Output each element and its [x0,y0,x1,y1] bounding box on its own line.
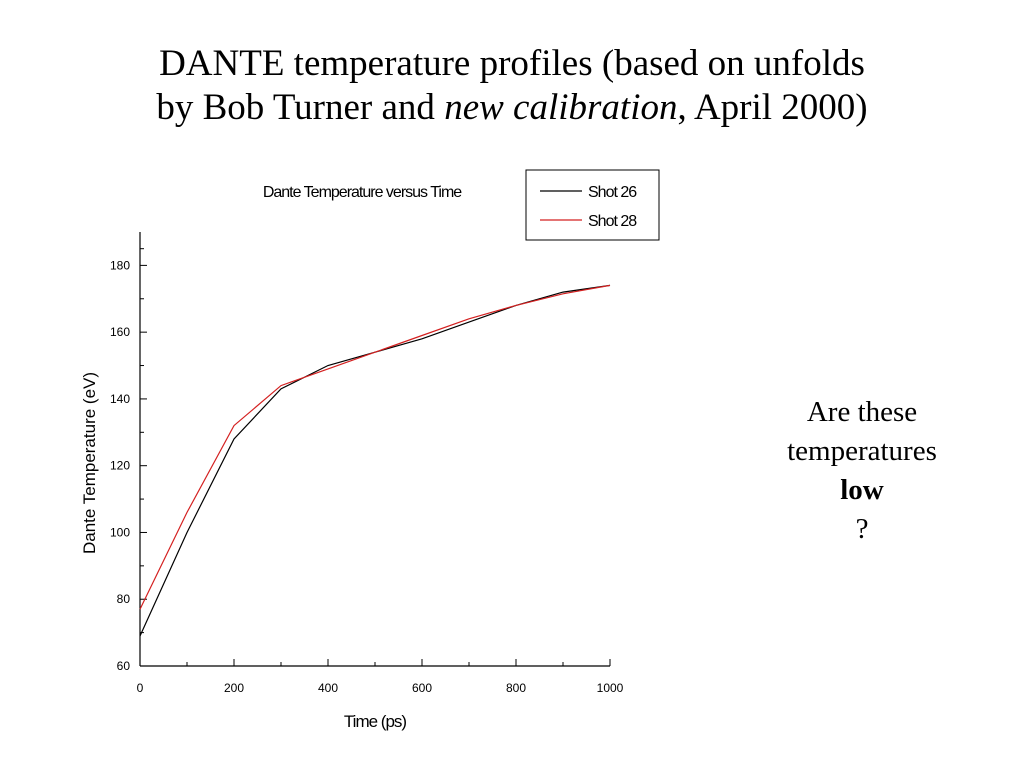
x-tick-label: 200 [224,681,244,695]
side-note-line-3: low? [752,471,972,549]
slide-title-line-2-start: by Bob Turner and [156,87,445,128]
series-line-shot-26 [139,284,611,637]
side-note-line-2: temperatures [787,435,937,467]
y-tick-label: 160 [110,325,130,339]
x-tick-label: 600 [412,681,432,695]
slide-title-line-1: DANTE temperature profiles (based on unf… [159,43,865,84]
x-tick-label: 800 [506,681,526,695]
slide-title-line-2: by Bob Turner and new calibration, April… [0,86,1024,130]
y-tick-label: 180 [110,258,130,272]
plot-lines [139,284,611,637]
legend: Shot 26 Shot 28 [525,169,660,241]
slide-title: DANTE temperature profiles (based on unf… [0,42,1024,130]
y-tick-label: 140 [110,392,130,406]
series-line-shot-28 [139,284,611,610]
side-note: Are these temperatures low? [752,393,972,549]
y-tick-label: 60 [117,659,131,673]
side-note-line-1: Are these [806,396,918,428]
y-tick-label: 100 [110,525,130,539]
side-note-question-mark: ? [855,513,869,545]
y-tick-label: 120 [110,459,130,473]
chart-title: Dante Temperature versus Time [263,184,462,201]
legend-box [525,169,660,241]
x-tick-label: 0 [137,681,144,695]
legend-label-shot-26: Shot 26 [588,184,637,201]
slide-title-italic-text: new calibration [444,87,678,128]
x-tick-label: 1000 [597,681,624,695]
y-tick-label: 80 [117,592,131,606]
x-tick-label: 400 [318,681,338,695]
side-note-bold-word: low [840,474,884,506]
axes: 0 200 400 600 800 1000 60 80 100 120 140 160 180 [110,232,624,695]
legend-label-shot-28: Shot 28 [588,213,637,230]
x-axis-label: Time (ps) [344,712,406,731]
y-axis-label: Dante Temperature (eV) [80,372,99,554]
slide-title-line-2-end: , April 2000) [677,87,868,128]
